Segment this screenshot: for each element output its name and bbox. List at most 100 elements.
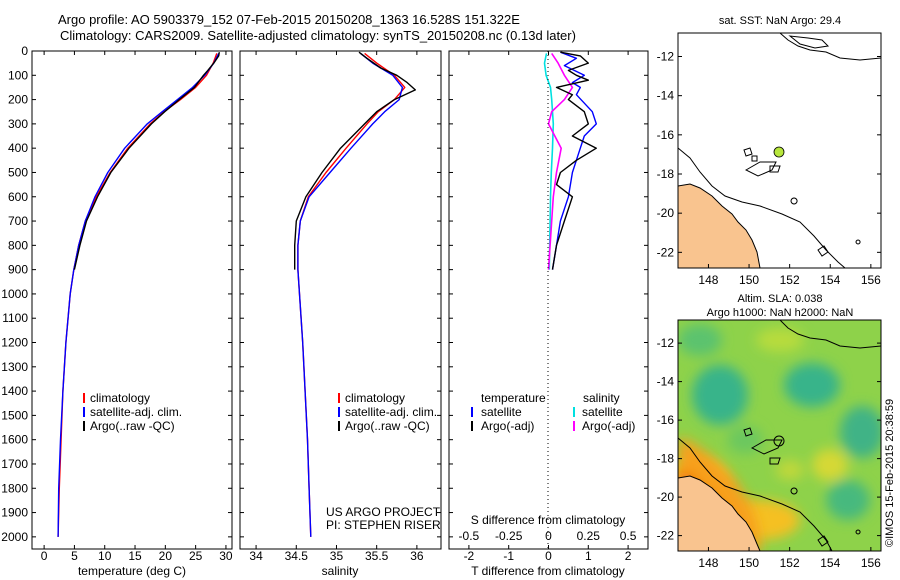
- map1-land: [678, 183, 761, 268]
- x-tick-label: 0: [545, 549, 552, 563]
- x-tick-label: -2: [464, 549, 475, 563]
- map1-island: [788, 35, 830, 49]
- lon-tick-label: 156: [861, 273, 881, 287]
- x-tick-label: 20: [159, 549, 173, 563]
- depth-tick-label: 2000: [1, 530, 28, 544]
- depth-tick-label: 200: [8, 93, 28, 107]
- legend-satellite: satellite-adj. clim.: [345, 405, 437, 419]
- depth-tick-label: 1100: [2, 311, 28, 325]
- map2-title1: Altim. SLA: 0.038: [738, 293, 823, 305]
- x-tick-label: 35: [330, 549, 344, 563]
- legend-t-argo: Argo(-adj): [481, 419, 534, 433]
- depth-tick-label: 500: [8, 165, 28, 179]
- lon-tick-label: 154: [820, 273, 840, 287]
- x-tick-label: -1: [503, 549, 514, 563]
- series-s-satellite: [543, 53, 555, 270]
- lon-tick-label: 148: [698, 556, 718, 570]
- x-tick-label: 10: [98, 549, 112, 563]
- lat-tick-label: -22: [657, 245, 675, 259]
- x-tick-label: 0.25: [577, 529, 601, 543]
- depth-tick-label: 1500: [1, 408, 28, 422]
- lon-tick-label: 154: [820, 556, 840, 570]
- series-climatology: [57, 53, 218, 537]
- lat-tick-label: -20: [657, 490, 675, 504]
- lat-tick-label: -12: [657, 50, 675, 64]
- temperature-x-ticks: 0 5 10 15 20 25 30: [41, 549, 233, 563]
- temperature-legend: climatology satellite-adj. clim. Argo(..…: [83, 391, 182, 433]
- depth-tick-label: 1600: [1, 433, 28, 447]
- series-climatology: [297, 52, 406, 537]
- legend-climatology: climatology: [90, 391, 150, 405]
- legend-t-satellite: satellite: [481, 405, 522, 419]
- temperature-panel: [31, 50, 233, 550]
- depth-tick-label: 1800: [1, 481, 28, 495]
- depth-tick-label: 1900: [1, 506, 28, 520]
- header-line1: Argo profile: AO 5903379_152 07-Feb-2015…: [58, 12, 520, 27]
- lon-tick-label: 152: [780, 556, 800, 570]
- sla-map: [678, 320, 881, 551]
- legend-climatology: climatology: [345, 391, 405, 405]
- map2-isobath: [678, 437, 833, 551]
- imos-credit: ©IMOS 15-Feb-2015 20:38:59: [884, 399, 896, 547]
- depth-tick-label: 1300: [1, 360, 28, 374]
- series-argo: [73, 52, 220, 270]
- x-tick-label: -0.5: [459, 529, 480, 543]
- depth-tick-label: 0: [21, 44, 28, 58]
- legend-argo: Argo(..raw -QC): [90, 419, 175, 433]
- project-credit: US ARGO PROJECT: [326, 505, 441, 519]
- lon-tick-label: 150: [739, 273, 759, 287]
- salinity-xlabel: salinity: [322, 564, 359, 578]
- x-tick-label: -0.25: [495, 529, 523, 543]
- lon-tick-label: 156: [861, 556, 881, 570]
- t-diff-xlabel: T difference from climatology: [471, 564, 625, 578]
- map1-frame: [677, 32, 882, 269]
- x-tick-label: 15: [128, 549, 142, 563]
- x-tick-label: 0: [545, 529, 552, 543]
- t-diff-x-ticks: -2 -1 0 1 2: [464, 549, 632, 563]
- x-tick-label: 34: [249, 549, 263, 563]
- salinity-legend: climatology satellite-adj. clim. Argo(..…: [326, 391, 441, 532]
- argo-position-marker: [773, 146, 785, 158]
- series-satellite: [297, 52, 404, 537]
- map2-reefs: [743, 427, 861, 547]
- x-tick-label: 36: [410, 549, 424, 563]
- x-tick-label: 34.5: [285, 549, 309, 563]
- sst-map: [678, 33, 881, 268]
- axis-ticks: [32, 50, 648, 549]
- difference-legend: temperature satellite Argo(-adj) salinit…: [471, 391, 635, 433]
- x-tick-label: 1: [585, 549, 592, 563]
- series-argo: [294, 51, 416, 270]
- salinity-panel: [239, 50, 442, 550]
- map2-reef-line: [779, 320, 881, 349]
- legend-s-head: salinity: [583, 391, 620, 405]
- legend-s-argo: Argo(-adj): [582, 419, 635, 433]
- map1-reefs: [743, 147, 861, 257]
- lat-tick-label: -18: [657, 167, 675, 181]
- x-tick-label: 0.5: [620, 529, 637, 543]
- map1-lat-ticks: -12 -14 -16 -18 -20 -22: [657, 50, 881, 259]
- x-tick-label: 2: [625, 549, 632, 563]
- lon-tick-label: 148: [698, 273, 718, 287]
- series-t-argo: [551, 51, 597, 270]
- depth-tick-label: 800: [8, 238, 28, 252]
- s-diff-x-ticks: -0.5 -0.25 0 0.25 0.5: [459, 529, 637, 543]
- lat-tick-label: -14: [657, 89, 675, 103]
- depth-tick-label: 300: [8, 117, 28, 131]
- depth-tick-label: 1000: [1, 287, 28, 301]
- depth-tick-label: 400: [8, 141, 28, 155]
- x-tick-label: 25: [189, 549, 203, 563]
- depth-tick-label: 100: [8, 68, 28, 82]
- map2-lat-ticks: -12 -14 -16 -18 -20 -22: [657, 336, 881, 543]
- lat-tick-label: -14: [657, 375, 675, 389]
- temperature-xlabel: temperature (deg C): [78, 564, 186, 578]
- lon-tick-label: 152: [780, 273, 800, 287]
- legend-t-head: temperature: [481, 391, 546, 405]
- depth-tick-label: 1700: [1, 457, 28, 471]
- depth-tick-label: 600: [8, 190, 28, 204]
- map2-land: [678, 475, 761, 551]
- salinity-x-ticks: 34 34.5 35 35.5 36: [249, 549, 423, 563]
- map2-title2: Argo h1000: NaN h2000: NaN: [707, 307, 854, 319]
- map2-frame: [677, 319, 882, 552]
- argo-position-ring: [773, 435, 785, 447]
